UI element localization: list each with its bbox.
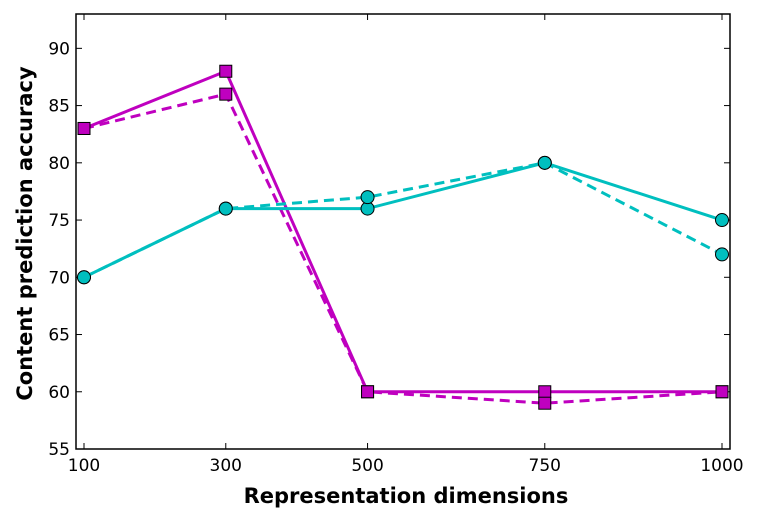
data-point [361,385,375,399]
data-point [218,201,233,216]
series-3 [77,155,729,285]
y-tick-label: 90 [48,39,70,59]
y-tick-label: 70 [48,268,70,288]
plot-area [75,13,731,450]
plot-frame [75,13,731,450]
y-tick-label: 75 [48,211,70,231]
x-tick-label: 300 [210,456,242,476]
data-point [715,385,729,399]
series-2 [77,87,729,410]
x-axis-title: Representation dimensions [244,484,569,508]
x-tick-label: 750 [529,456,561,476]
data-point [715,247,729,262]
y-tick-label: 85 [48,97,70,117]
series-4 [77,155,729,285]
y-tick-label: 80 [48,154,70,174]
data-point [360,190,375,205]
series-line [83,161,723,279]
data-point [219,64,233,78]
x-tick-label: 500 [351,456,383,476]
series-layer [77,64,729,410]
series-line [83,161,723,279]
series-line [83,92,723,405]
y-tick-label: 55 [48,440,70,460]
y-tick-label: 65 [48,326,70,346]
data-point [77,270,91,285]
y-axis-title: Content prediction accuracy [13,66,37,401]
data-point [77,121,91,135]
data-point [538,385,552,399]
x-tick-label: 1000 [700,456,743,476]
data-point [538,396,552,410]
y-tick-label: 60 [48,383,70,403]
x-tick-label: 100 [68,456,100,476]
data-point [715,213,729,228]
data-point [537,155,552,170]
data-point [219,87,233,101]
axis-ticks: 55 60 65 70 75 80 85 90 100 300 500 750 1000 [48,14,744,476]
